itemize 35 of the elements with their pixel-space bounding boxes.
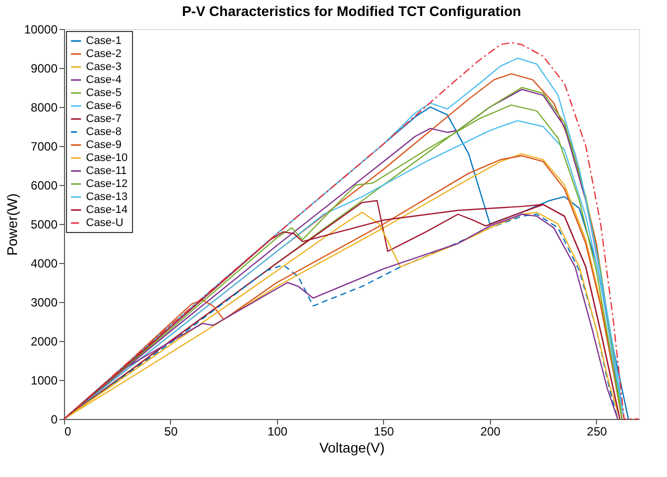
legend-label: Case-12 xyxy=(86,178,128,190)
y-tick-label: 9000 xyxy=(30,62,58,76)
legend-label: Case-2 xyxy=(86,48,122,60)
x-tick-label: 200 xyxy=(480,424,501,438)
y-tick-label: 8000 xyxy=(30,100,58,114)
legend-label: Case-9 xyxy=(86,139,122,151)
legend-label: Case-8 xyxy=(86,126,122,138)
legend-label: Case-7 xyxy=(86,113,122,125)
legend-label: Case-4 xyxy=(86,74,122,86)
y-axis-title: Power(W) xyxy=(4,193,20,256)
legend-label: Case-5 xyxy=(86,87,122,99)
y-tick-label: 5000 xyxy=(30,218,58,232)
y-tick-label: 0 xyxy=(50,412,58,426)
legend-label: Case-14 xyxy=(86,204,128,216)
y-tick-label: 3000 xyxy=(30,296,58,310)
x-axis-title: Voltage(V) xyxy=(319,440,385,456)
x-tick-label: 250 xyxy=(586,424,608,438)
y-tick-label: 2000 xyxy=(30,334,58,348)
legend-label: Case-1 xyxy=(86,35,122,47)
legend-label: Case-13 xyxy=(86,191,128,203)
x-tick-label: 50 xyxy=(164,424,178,438)
y-tick-label: 10000 xyxy=(24,22,58,36)
legend-label: Case-3 xyxy=(86,61,122,73)
y-tick-label: 6000 xyxy=(30,178,58,192)
legend-label: Case-U xyxy=(86,217,124,229)
y-tick-label: 1000 xyxy=(30,374,58,388)
y-tick-label: 7000 xyxy=(30,140,58,154)
x-tick-label: 100 xyxy=(267,424,288,438)
legend-label: Case-10 xyxy=(86,152,128,164)
legend-label: Case-6 xyxy=(86,100,122,112)
chart-title: P-V Characteristics for Modified TCT Configuration xyxy=(182,3,522,19)
legend-label: Case-11 xyxy=(86,165,127,177)
x-tick-label: 150 xyxy=(374,424,394,438)
x-tick-label: 0 xyxy=(64,424,72,438)
y-tick-label: 4000 xyxy=(30,256,58,270)
